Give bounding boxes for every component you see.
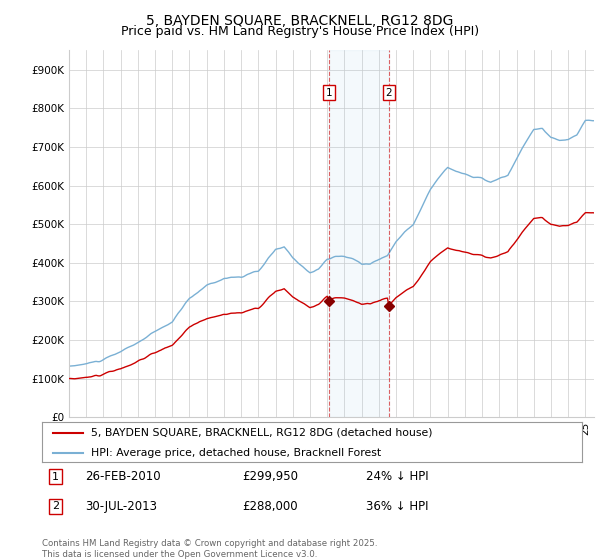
Text: 1: 1 xyxy=(52,472,59,482)
Text: 30-JUL-2013: 30-JUL-2013 xyxy=(85,500,157,513)
Bar xyxy=(329,50,389,417)
Text: 1: 1 xyxy=(326,88,332,98)
Text: 2: 2 xyxy=(386,88,392,98)
Text: HPI: Average price, detached house, Bracknell Forest: HPI: Average price, detached house, Brac… xyxy=(91,448,381,458)
Text: 26-FEB-2010: 26-FEB-2010 xyxy=(85,470,161,483)
Text: 5, BAYDEN SQUARE, BRACKNELL, RG12 8DG: 5, BAYDEN SQUARE, BRACKNELL, RG12 8DG xyxy=(146,14,454,28)
Text: 36% ↓ HPI: 36% ↓ HPI xyxy=(366,500,428,513)
Text: £288,000: £288,000 xyxy=(242,500,298,513)
Text: Contains HM Land Registry data © Crown copyright and database right 2025.
This d: Contains HM Land Registry data © Crown c… xyxy=(42,539,377,559)
Text: 24% ↓ HPI: 24% ↓ HPI xyxy=(366,470,428,483)
Text: 5, BAYDEN SQUARE, BRACKNELL, RG12 8DG (detached house): 5, BAYDEN SQUARE, BRACKNELL, RG12 8DG (d… xyxy=(91,428,432,438)
Text: Price paid vs. HM Land Registry's House Price Index (HPI): Price paid vs. HM Land Registry's House … xyxy=(121,25,479,38)
Text: 2: 2 xyxy=(52,501,59,511)
Text: £299,950: £299,950 xyxy=(242,470,298,483)
